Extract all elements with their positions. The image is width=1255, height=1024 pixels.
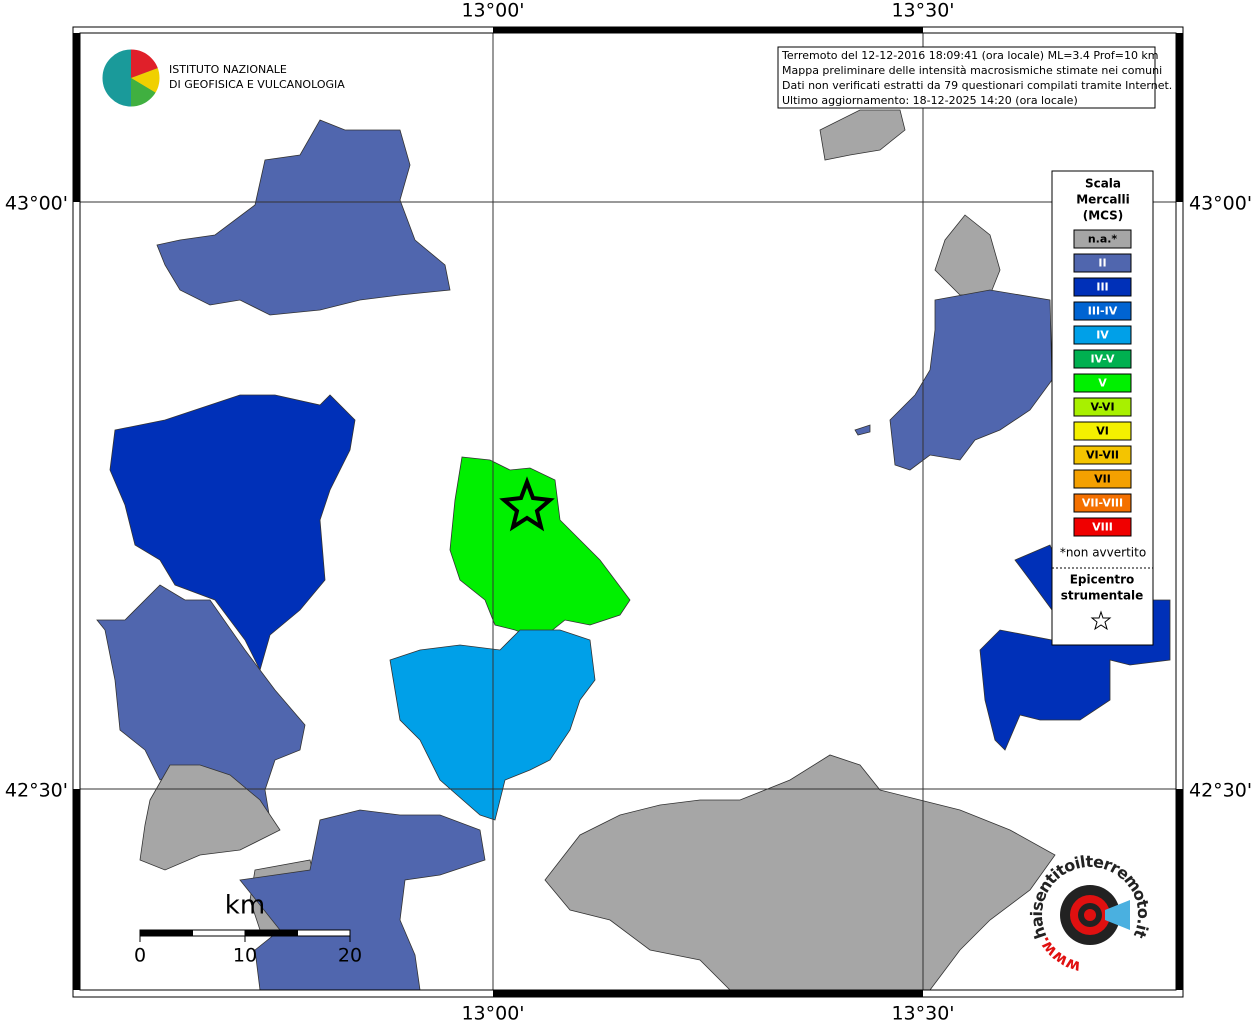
legend-label: V <box>1098 377 1107 390</box>
area-iii <box>109 394 356 672</box>
legend-swatch <box>1073 373 1132 393</box>
brand-speaker <box>1105 900 1130 930</box>
scale-segment <box>192 929 246 937</box>
scale-bar: km 0 10 20 <box>134 891 362 967</box>
area-ii <box>854 424 871 436</box>
logo-ring <box>101 48 161 108</box>
legend-swatch <box>1073 253 1132 273</box>
scale-unit: km <box>225 891 265 921</box>
legend-label: IV <box>1096 329 1109 342</box>
frame-band <box>73 789 80 990</box>
legend-swatch <box>1073 301 1132 321</box>
legend-note: *non avvertito <box>1060 546 1146 560</box>
scale-segment <box>297 929 351 937</box>
legend-label: V-VI <box>1090 401 1114 414</box>
legend-swatch <box>1073 397 1132 417</box>
epicenter-star <box>499 476 555 532</box>
brand-ring <box>1084 909 1096 921</box>
frame <box>72 26 1184 998</box>
area-ii <box>96 584 306 821</box>
info-line: Mappa preliminare delle intensità macros… <box>782 64 1162 77</box>
logo-segment <box>131 49 158 78</box>
area-iii <box>979 544 1171 751</box>
legend-swatch <box>1073 469 1132 489</box>
lon-label: 13°00' <box>461 1003 524 1024</box>
logo-segment <box>131 68 160 93</box>
scale-segment <box>139 929 193 937</box>
legend-label: IV-V <box>1090 353 1115 366</box>
info-line: Dati non verificati estratti da 79 quest… <box>782 79 1172 92</box>
lon-label: 13°30' <box>891 0 954 22</box>
area-ii <box>156 119 451 316</box>
legend-swatch <box>1073 517 1132 537</box>
legend-title: (MCS) <box>1083 209 1124 223</box>
scale-segment <box>244 929 298 937</box>
frame-band <box>1176 789 1183 990</box>
legend-label: n.a.* <box>1088 233 1118 246</box>
legend-star <box>1090 610 1112 631</box>
legend-label: VI <box>1096 425 1109 438</box>
legend-swatch <box>1073 277 1132 297</box>
area-v <box>449 456 631 641</box>
legend-title: Mercalli <box>1076 193 1130 207</box>
area-na <box>819 109 906 161</box>
institute-name: DI GEOFISICA E VULCANOLOGIA <box>169 78 345 91</box>
lat-label: 43°00' <box>5 193 68 215</box>
info-frame <box>777 46 1156 109</box>
ingv-logo: ISTITUTO NAZIONALE DI GEOFISICA E VULCAN… <box>101 48 345 108</box>
legend-swatch <box>1073 325 1132 345</box>
legend-title: Scala <box>1085 177 1121 191</box>
lat-label: 42°30' <box>1189 780 1252 802</box>
legend-swatch <box>1073 445 1132 465</box>
graticule <box>80 33 1176 990</box>
scale-label: 0 <box>134 945 146 967</box>
area-na <box>139 764 281 871</box>
legend-label: III-IV <box>1088 305 1118 318</box>
legend-swatch <box>1073 349 1132 369</box>
legend-swatch <box>1073 229 1132 249</box>
legend-epicenter: strumentale <box>1061 589 1144 603</box>
frame-band <box>493 990 923 997</box>
info-line: Ultimo aggiornamento: 18-12-2025 14:20 (… <box>782 94 1078 107</box>
scale-label: 20 <box>338 945 362 967</box>
info-box: Terremoto del 12-12-2016 18:09:41 (ora l… <box>777 46 1172 109</box>
legend-epicenter: Epicentro <box>1070 573 1135 587</box>
area-ii <box>239 809 486 990</box>
institute-name: ISTITUTO NAZIONALE <box>169 63 287 76</box>
frame-band <box>493 27 923 33</box>
info-line: Terremoto del 12-12-2016 18:09:41 (ora l… <box>781 49 1159 62</box>
frame-band <box>1176 33 1183 202</box>
legend-label: VI-VII <box>1086 449 1119 462</box>
frame-band <box>73 33 80 202</box>
areas <box>96 109 1171 990</box>
lat-label: 42°30' <box>5 780 68 802</box>
legend-label: VIII <box>1092 521 1113 534</box>
legend-label: III <box>1096 281 1108 294</box>
lon-label: 13°30' <box>891 1003 954 1024</box>
legend-label: II <box>1098 257 1106 270</box>
legend: ScalaMercalli(MCS)n.a.*IIIIIIII-IVIVIV-V… <box>1051 170 1154 646</box>
scale-label: 10 <box>233 945 257 967</box>
legend-swatch <box>1073 421 1132 441</box>
lat-label: 43°00' <box>1189 193 1252 215</box>
legend-label: VII-VIII <box>1082 497 1123 510</box>
legend-swatch <box>1073 493 1132 513</box>
lon-label: 13°00' <box>461 0 524 22</box>
area-na <box>544 754 1056 990</box>
legend-label: VII <box>1094 473 1111 486</box>
